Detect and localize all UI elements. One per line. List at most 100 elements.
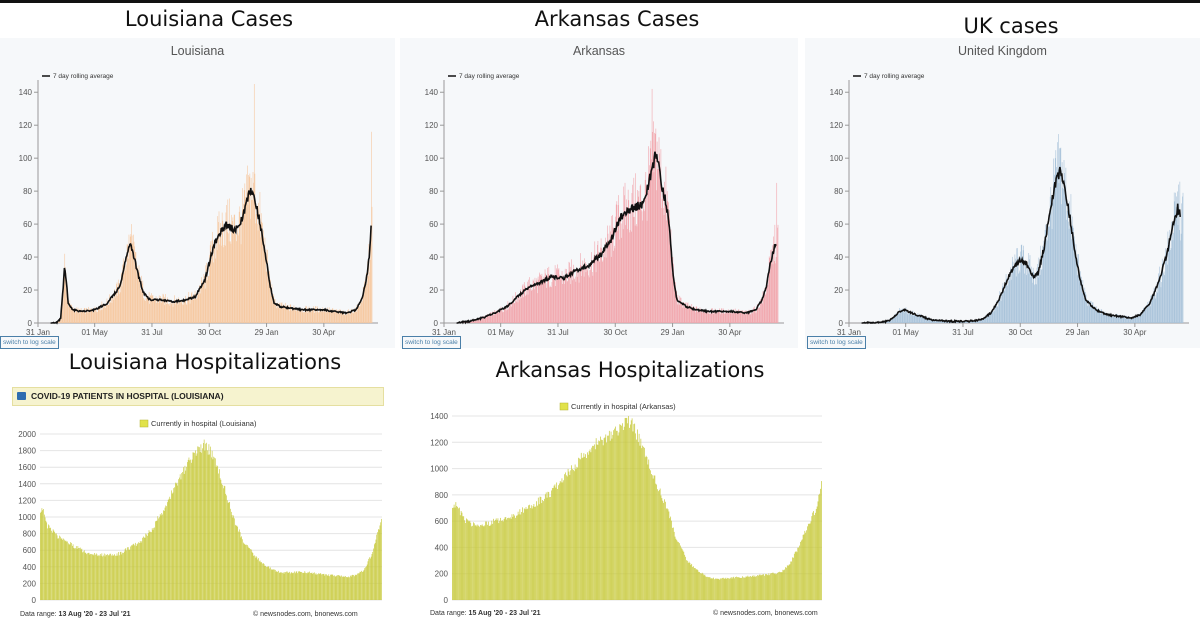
case-bar (78, 308, 80, 323)
hospital-bar (771, 573, 772, 600)
hospital-bar (143, 536, 144, 600)
hospital-bar (464, 520, 465, 600)
case-bar (908, 314, 909, 323)
hospital-bar (356, 574, 358, 600)
case-bar (634, 225, 636, 323)
case-bar (156, 302, 157, 323)
hospital-bar (580, 452, 582, 600)
case-bar (117, 279, 119, 323)
case-bar (738, 309, 740, 323)
case-bar (192, 295, 193, 323)
hospital-bar (478, 525, 480, 600)
case-bar (682, 307, 683, 323)
y-tick-label: 80 (429, 187, 438, 196)
hospital-bar (75, 548, 76, 600)
hospital-bar (744, 577, 746, 600)
hospital-bar (241, 536, 243, 600)
case-bar (685, 302, 687, 323)
x-tick-label: 31 Jul (141, 328, 163, 337)
case-bar (1157, 292, 1159, 323)
case-bar (235, 233, 236, 323)
hospital-bar (340, 576, 342, 600)
hospital-bar (174, 487, 175, 600)
case-bar (672, 257, 674, 323)
case-bar (1044, 230, 1046, 323)
case-bar (1095, 310, 1097, 323)
hospital-bar (693, 566, 694, 600)
case-bar (1064, 173, 1065, 323)
source-credit: © newsnodes.com, bnonews.com (253, 611, 358, 618)
hospital-bar (374, 544, 375, 600)
case-bar (282, 305, 283, 323)
hospital-bar (280, 572, 282, 600)
hospital-bar (83, 550, 85, 600)
case-bar (739, 311, 740, 323)
case-bar (913, 315, 914, 323)
hospital-bar (336, 575, 338, 600)
hospital-bar (722, 577, 723, 600)
case-bar (627, 189, 629, 323)
case-bar (289, 304, 291, 323)
case-bar (725, 310, 727, 323)
case-bar (1063, 159, 1065, 323)
case-bar (914, 313, 916, 323)
hospital-bar (457, 506, 458, 600)
hospital-bar (787, 565, 789, 600)
hospital-bar (717, 578, 719, 600)
case-bar (1142, 311, 1144, 323)
case-bar (591, 272, 593, 323)
log-scale-toggle[interactable]: switch to log scale (0, 336, 59, 349)
case-bar (64, 253, 66, 323)
hospital-bar (119, 551, 121, 600)
case-bar (230, 241, 231, 323)
hospital-bar (488, 525, 490, 600)
hospital-bar (159, 517, 160, 600)
case-bar (709, 313, 711, 323)
case-bar (359, 305, 361, 323)
hospital-bar (774, 573, 776, 600)
hospital-bar (581, 458, 583, 600)
case-bar (644, 211, 645, 323)
hospital-bar (730, 577, 732, 600)
hospital-bar (82, 552, 83, 600)
hospital-bar (203, 443, 204, 600)
case-bar (717, 313, 718, 323)
case-bar (98, 307, 100, 323)
case-bar (488, 314, 490, 323)
hospital-bar (746, 576, 748, 600)
case-bar (653, 121, 654, 324)
hospital-bar (147, 535, 148, 600)
hospital-bar (644, 457, 646, 600)
hospital-bar (222, 484, 223, 600)
case-bar (66, 289, 67, 323)
case-bar (226, 232, 228, 323)
case-bar (595, 272, 597, 323)
hospital-bar (159, 514, 161, 600)
case-bar (218, 211, 220, 323)
case-bar (120, 284, 122, 323)
case-bar (582, 260, 584, 323)
hospital-bar (572, 469, 574, 600)
case-bar (260, 237, 261, 323)
log-scale-toggle[interactable]: switch to log scale (807, 336, 866, 349)
case-bar (276, 305, 278, 323)
case-bar (334, 312, 336, 323)
case-bar (966, 321, 967, 323)
case-bar (161, 302, 163, 323)
case-bar (489, 314, 490, 323)
hospital-bar (669, 518, 671, 600)
hospital-bar (602, 445, 604, 600)
case-bar (574, 276, 576, 323)
case-bar (143, 297, 144, 323)
case-bar (353, 313, 355, 323)
hospital-bar (477, 524, 479, 600)
case-bar (890, 320, 892, 323)
hospital-bar (218, 473, 219, 600)
case-bar (253, 84, 255, 323)
log-scale-toggle[interactable]: switch to log scale (402, 336, 461, 349)
case-bar (1150, 295, 1152, 323)
case-bar (308, 306, 310, 323)
case-bar (240, 217, 241, 323)
case-bar (331, 310, 333, 323)
case-bar (513, 303, 515, 323)
